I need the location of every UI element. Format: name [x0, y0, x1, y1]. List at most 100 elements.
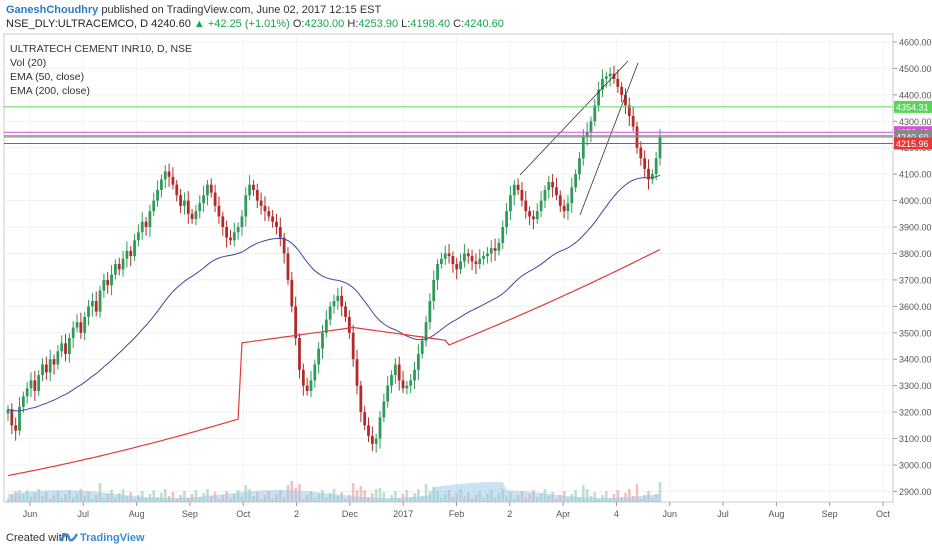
volume-bar — [171, 492, 175, 502]
candle-body — [616, 78, 620, 87]
price-label-box — [894, 100, 932, 113]
candle-body — [470, 256, 474, 262]
candle-body — [10, 409, 14, 426]
candle-body — [229, 237, 232, 241]
candle-body — [382, 401, 386, 418]
candle-body — [56, 351, 60, 365]
candle-body — [478, 258, 482, 265]
y-tick-label: 4600.00 — [899, 37, 932, 47]
x-tick-label: 2 — [294, 509, 299, 519]
plot-frame — [3, 33, 894, 503]
candle-body — [486, 253, 489, 257]
candle-body — [90, 301, 94, 307]
tradingview-logo-icon[interactable] — [59, 529, 79, 548]
candle-body — [374, 438, 378, 444]
candle-body — [190, 213, 194, 220]
candle-body — [363, 412, 367, 426]
trendline-lower[interactable] — [579, 62, 639, 216]
legend-volume[interactable]: Vol (20) — [10, 57, 47, 69]
low-value: 4198.40 — [410, 18, 451, 30]
candle-body — [347, 316, 351, 333]
y-tick-label: 3600.00 — [899, 302, 932, 312]
volume-bar — [183, 491, 186, 502]
candle-body — [278, 227, 282, 238]
candle-body — [271, 216, 275, 222]
candle-body — [386, 385, 390, 402]
candle-body — [75, 322, 79, 328]
candle-body — [33, 380, 37, 391]
y-tick-label: 4100.00 — [899, 170, 932, 180]
volume-bar — [405, 490, 409, 502]
candle-body — [163, 171, 167, 180]
y-tick-label: 3200.00 — [899, 408, 932, 418]
candle-body — [416, 353, 420, 370]
volume-ma-area — [8, 482, 660, 502]
candle-body — [463, 253, 466, 262]
y-tick-label: 3300.00 — [899, 381, 932, 391]
legend-symbol[interactable]: ULTRATECH CEMENT INR10, D, NSE — [10, 43, 193, 55]
y-tick-label: 4300.00 — [899, 117, 932, 127]
x-tick-label: Oct — [236, 509, 251, 519]
candle-body — [255, 190, 259, 201]
candle-body — [328, 306, 332, 320]
candle-body — [608, 73, 612, 77]
x-tick-label: Aug — [768, 509, 784, 519]
legend-ema50[interactable]: EMA (50, close) — [10, 71, 85, 83]
candle-body — [175, 184, 179, 196]
candle-body — [532, 216, 535, 220]
candle-body — [152, 200, 156, 212]
trendline-upper[interactable] — [519, 60, 629, 176]
candle-body — [94, 301, 98, 312]
candle-body — [18, 406, 21, 431]
candle-body — [351, 332, 355, 360]
y-tick-label: 3900.00 — [899, 223, 932, 233]
candle-body — [505, 211, 508, 228]
candle-body — [321, 332, 324, 349]
candle-body — [535, 211, 539, 220]
chart-header: GaneshChoudhry published on TradingView.… — [0, 0, 932, 34]
x-tick-label: 2017 — [393, 509, 413, 519]
price-label: 4354.31 — [896, 102, 929, 112]
tradingview-brand[interactable]: TradingView — [80, 532, 145, 544]
candle-body — [654, 158, 658, 175]
candle-body — [324, 319, 328, 333]
y-tick-label: 4500.00 — [899, 64, 932, 74]
candle-body — [317, 348, 321, 365]
volume-bar — [382, 492, 386, 502]
candle-body — [248, 184, 252, 196]
candle-body — [428, 301, 432, 323]
publish-info: published on TradingView.com, June 02, 2… — [101, 4, 382, 16]
y-tick-label: 3700.00 — [899, 275, 932, 285]
candle-body — [263, 205, 267, 212]
candle-body — [650, 174, 654, 180]
candle-body — [83, 316, 87, 333]
open-value: 4230.00 — [304, 18, 345, 30]
candle-body — [286, 253, 290, 280]
volume-bar — [355, 490, 359, 502]
candle-body — [443, 253, 447, 259]
candle-body — [133, 240, 136, 257]
candle-body — [140, 221, 144, 233]
volume-bar — [628, 489, 631, 502]
candle-body — [509, 195, 512, 212]
volume-bar — [152, 490, 156, 502]
candle-body — [213, 192, 217, 206]
open-label: O: — [292, 18, 305, 30]
candle-body — [585, 131, 589, 138]
candle-body — [290, 279, 294, 307]
symbol-label: NSE_DLY:ULTRACEMCO, D — [6, 18, 149, 30]
candle-body — [282, 237, 286, 254]
volume-bar — [605, 491, 608, 502]
candle-body — [574, 174, 578, 188]
candle-body — [64, 343, 67, 354]
candle-body — [413, 369, 416, 381]
legend-ema200[interactable]: EMA (200, close) — [10, 85, 90, 97]
candle-body — [639, 147, 643, 159]
author-link[interactable]: GaneshChoudhry — [6, 4, 99, 16]
candle-body — [52, 359, 56, 365]
price-chart[interactable]: 4600.004500.004400.004300.004200.004100.… — [0, 0, 932, 526]
candle-body — [232, 232, 236, 241]
volume-bar — [359, 486, 363, 502]
candle-body — [259, 200, 263, 206]
x-tick-label: Jul — [78, 509, 90, 519]
